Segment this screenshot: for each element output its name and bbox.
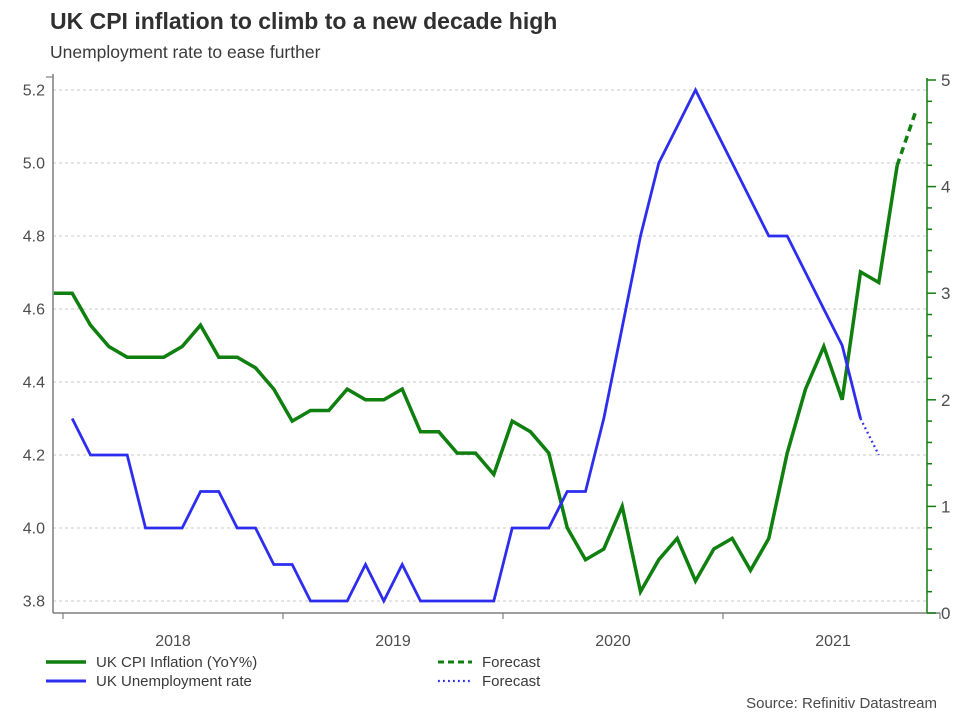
x-axis-year-label: 2020 [595,633,631,650]
left-axis-tick-label: 5.0 [23,156,45,173]
right-axis-tick-label: 3 [941,284,950,303]
x-axis-year-label: 2021 [815,633,851,650]
right-axis-tick-label: 0 [941,604,950,623]
source-note: Source: Refinitiv Datastream [746,695,937,712]
legend-label-cpi: UK CPI Inflation (YoY%) [96,653,258,671]
x-axis-year-label: 2019 [375,633,411,650]
unemployment-line [70,86,862,605]
legend-label-unemployment: UK Unemployment rate [96,672,252,690]
unemployment-forecast-swatch-icon [438,679,472,683]
left-axis-tick-label: 3.8 [23,594,45,611]
cpi-forecast-swatch-icon [438,660,472,664]
legend-label-unemployment-forecast: Forecast [482,672,541,690]
legend-item-cpi: UK CPI Inflation (YoY%) [45,653,257,671]
unemployment-line-swatch-icon [46,679,86,683]
right-axis-tick-label: 1 [941,497,950,516]
right-axis-tick-label: 4 [941,178,950,197]
right-axis-tick-label: 2 [941,391,950,410]
legend-item-unemployment: UK Unemployment rate [45,672,252,690]
right-axis-tick-label: 5 [941,71,950,90]
chart-title: UK CPI inflation to climb to a new decad… [50,8,558,34]
legend-item-cpi-forecast: Forecast [437,653,540,671]
left-axis-tick-label: 4.4 [23,375,45,392]
left-axis-tick-label: 4.6 [23,302,45,319]
cpi-line-swatch-icon [46,660,86,664]
unemployment-forecast-line [859,417,880,456]
cpi-forecast-line [895,111,918,166]
legend-label-cpi-forecast: Forecast [482,653,541,671]
cpi-line [53,165,899,597]
left-axis-tick-label: 4.8 [23,229,45,246]
left-axis-tick-label: 4.2 [23,448,45,465]
x-axis-year-label: 2018 [155,633,191,650]
legend-item-unemployment-forecast: Forecast [437,672,540,690]
left-axis-tick-label: 4.0 [23,521,45,538]
chart-subtitle: Unemployment rate to ease further [50,42,321,62]
left-axis-tick-label: 5.2 [23,83,45,100]
